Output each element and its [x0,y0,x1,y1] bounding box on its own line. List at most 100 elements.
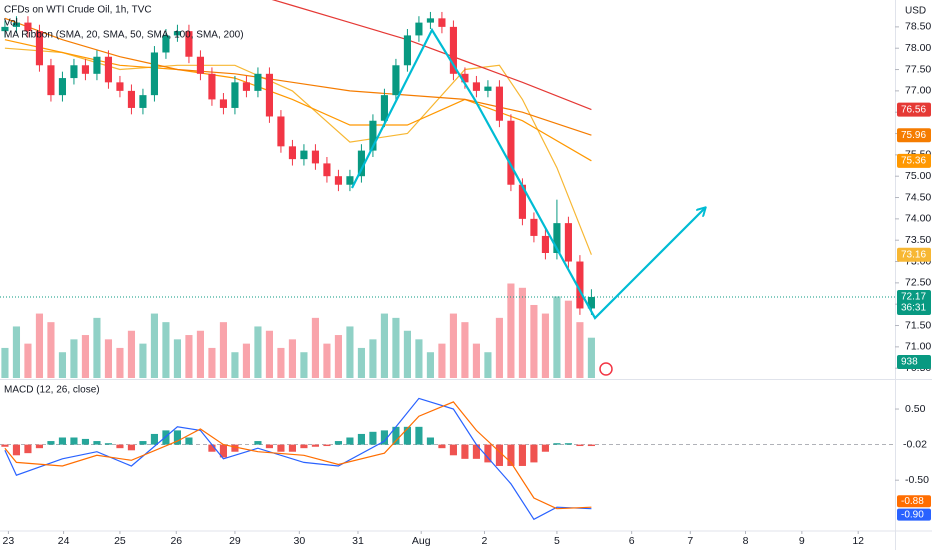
candle-body [449,26,457,74]
candle-body [518,184,526,219]
x-tick-label: 6 [629,535,635,547]
event-icon [599,362,613,376]
volume-bar [415,339,423,378]
histogram-bar [12,444,21,456]
histogram-bar [311,444,319,447]
histogram-bar [139,441,147,445]
histogram-bar [288,444,296,452]
volume-bar [254,326,262,378]
y-tick-label: 75.00 [905,170,931,182]
histogram-bar [150,433,159,445]
volume-bar [323,343,331,378]
y-tick-label: 78.50 [905,21,931,33]
countdown: 36:31 [901,303,926,314]
ribbon-title: MA Ribbon (SMA, 20, SMA, 50, SMA, 100, S… [4,30,244,41]
histogram-bar [70,437,78,445]
ma-line [4,39,592,162]
volume-bar [426,352,434,378]
y-tick-label: 77.50 [905,63,931,75]
y-tick-label: 74.00 [905,213,931,225]
x-tick-label: 31 [352,535,364,547]
y-tick-label: 0.50 [905,403,926,415]
x-tick-label: 2 [482,535,488,547]
histogram-bar [426,437,434,445]
histogram-bar [380,430,388,445]
candle-body [426,18,434,23]
ma-last-label-box [897,247,931,262]
ma-last-label-box [897,153,931,168]
y-tick-label: 72.50 [905,277,931,289]
histogram-bar [357,433,365,445]
histogram-bar [265,444,273,449]
candle-body [196,56,204,74]
x-tick-label: 23 [3,535,15,547]
y-tick-label: 74.50 [905,191,931,203]
candle-body [576,261,584,309]
histogram-bar [564,443,572,445]
candle-body [507,120,515,185]
volume-bar [1,347,9,378]
candle-body [70,65,78,79]
candle-body [530,218,538,236]
candle-body [495,86,503,121]
candle-body [472,82,480,91]
volume-bar [461,322,469,378]
candle-body [139,95,147,108]
candle-body [104,56,113,83]
volume-bar [564,300,572,378]
y-tick-label: 71.50 [905,319,931,331]
main-pane [0,0,895,378]
histogram-bar [461,444,469,459]
volume-bar [219,322,227,378]
candle-body [116,82,124,91]
price-last-box [897,289,931,315]
candle-body [173,31,182,36]
volume-bar [185,335,193,378]
histogram-bar [81,438,90,445]
x-tick-label: 9 [799,535,805,547]
chart-title: CFDs on WTI Crude Oil, 1h, TVC [4,5,152,16]
volume-bar [173,339,182,378]
histogram-bar [438,444,446,449]
candle-body [277,116,285,147]
macd-last-label: -0.88 [901,496,924,507]
volume-bar [507,283,515,378]
ma-line [4,47,592,255]
histogram-bar [553,443,561,445]
volume-bar [58,352,67,378]
histogram-bar [530,444,538,463]
volume-bar [403,330,411,378]
candle-body [587,296,595,309]
volume-bar [70,339,78,378]
histogram-bar [300,444,308,449]
price-last-label: 72.17 [901,292,926,303]
candle-body [127,90,136,108]
histogram-bar [507,444,515,466]
histogram-bar [208,444,216,452]
y-tick-label: 73.50 [905,234,931,246]
histogram-bar [104,443,113,445]
volume-bar [139,343,147,378]
histogram-bar [415,426,423,445]
candle-body [300,150,308,160]
volume-bar [392,317,400,378]
histogram-bar [116,444,124,449]
candle-body [162,35,170,53]
x-tick-label: 5 [554,535,560,547]
histogram-bar [231,444,239,452]
candle-body [541,235,549,253]
volume-bar [93,317,101,378]
volume-last-label: 938 [901,357,918,368]
y-tick-label: -0.50 [905,474,929,486]
candle-body [438,18,446,27]
candle-body [150,52,159,96]
histogram-bar [254,441,262,445]
ma-line [271,0,592,111]
x-tick-label: 7 [687,535,693,547]
candle-body [415,22,423,36]
candle-body [208,73,216,100]
candle-body [564,223,572,262]
